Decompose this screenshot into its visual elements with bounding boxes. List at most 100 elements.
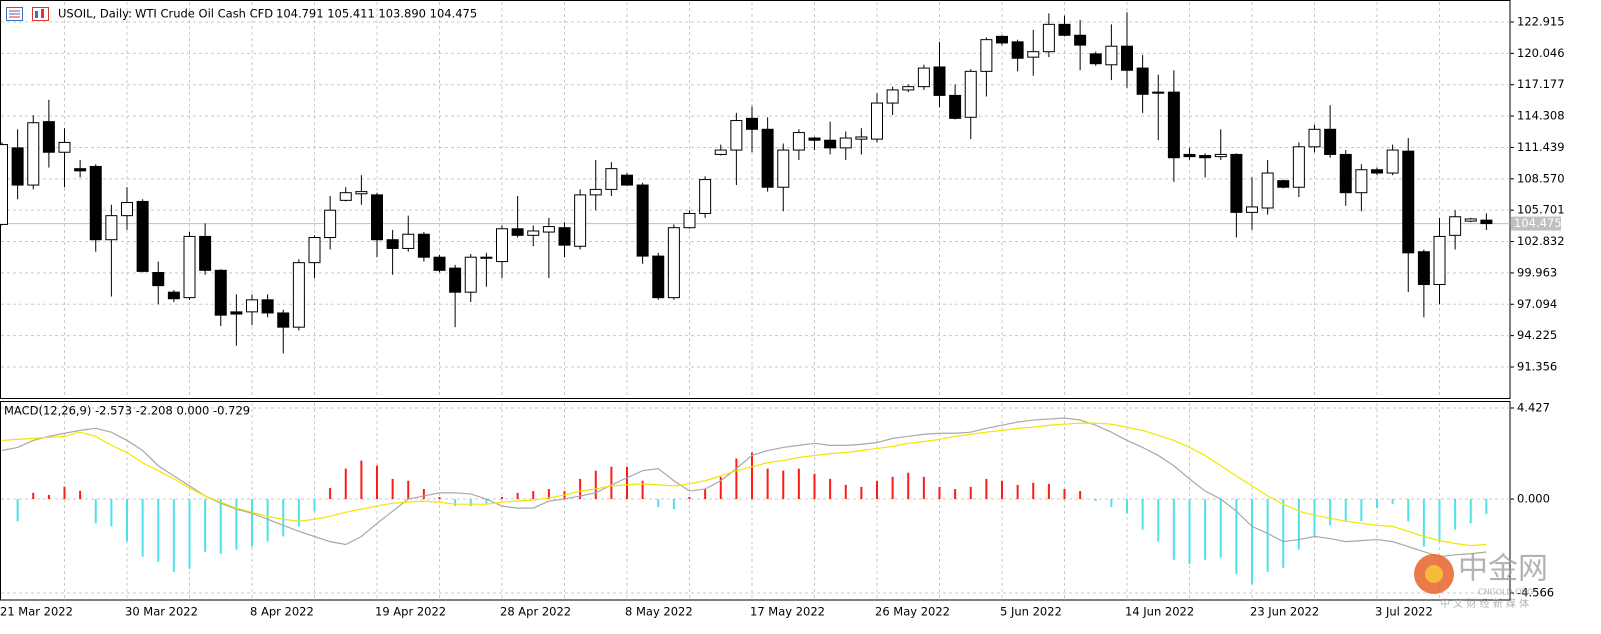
candle-body bbox=[917, 67, 930, 88]
candle-body bbox=[27, 122, 40, 186]
candle-body bbox=[621, 174, 633, 186]
histogram-bar bbox=[469, 499, 472, 507]
x-tick-label: 17 May 2022 bbox=[750, 605, 825, 619]
candle-body bbox=[1121, 45, 1133, 71]
histogram-bar bbox=[813, 473, 816, 500]
candle-body bbox=[1371, 169, 1383, 174]
candle-body bbox=[605, 168, 618, 190]
icon-bar bbox=[35, 11, 38, 18]
candle-body bbox=[1464, 218, 1477, 222]
ohlc-quote: 104.791 105.411 103.890 104.475 bbox=[276, 7, 477, 21]
candle-body bbox=[1167, 91, 1180, 159]
histogram-bar bbox=[1219, 499, 1222, 558]
y-tick-label: 117.177 bbox=[1517, 77, 1565, 91]
y-tick-label: 108.570 bbox=[1517, 171, 1565, 185]
histogram-bar bbox=[1266, 499, 1269, 572]
candle-body bbox=[277, 312, 290, 328]
histogram-bar bbox=[1485, 499, 1488, 515]
histogram-bar bbox=[485, 499, 488, 505]
candle-body bbox=[136, 200, 149, 272]
histogram-bar bbox=[594, 470, 597, 500]
histogram-bar bbox=[94, 499, 97, 524]
histogram-bar bbox=[1094, 499, 1097, 502]
histogram-bar bbox=[1079, 491, 1082, 500]
histogram-bar bbox=[344, 468, 347, 500]
histogram-bar bbox=[1454, 499, 1457, 530]
histogram-bar bbox=[844, 484, 847, 500]
x-tick-label: 14 Jun 2022 bbox=[1125, 605, 1194, 619]
candle-body bbox=[246, 299, 258, 313]
histogram-bar bbox=[360, 460, 363, 500]
histogram-bar bbox=[954, 488, 957, 500]
candle-body bbox=[1261, 172, 1274, 209]
histogram-bar bbox=[266, 499, 269, 542]
histogram-bar bbox=[313, 499, 316, 512]
histogram-bar bbox=[32, 492, 35, 500]
histogram-bar bbox=[1172, 499, 1175, 560]
candle-body bbox=[1152, 91, 1165, 94]
candle-body bbox=[667, 227, 680, 299]
candle-body bbox=[167, 291, 180, 300]
candle-body bbox=[1433, 235, 1446, 286]
x-tick-label: 19 Apr 2022 bbox=[375, 605, 446, 619]
histogram-bar bbox=[907, 472, 910, 500]
candle-body bbox=[652, 255, 665, 299]
histogram-bar bbox=[501, 497, 503, 500]
histogram-bar bbox=[1141, 499, 1144, 530]
x-tick-label: 26 May 2022 bbox=[875, 605, 950, 619]
x-tick-label: 23 Jun 2022 bbox=[1250, 605, 1319, 619]
candle-body bbox=[871, 102, 883, 140]
candle-body bbox=[230, 311, 243, 315]
histogram-bar bbox=[641, 480, 644, 500]
histogram-bar bbox=[1438, 499, 1441, 542]
candle-body bbox=[1480, 219, 1493, 225]
histogram-bar bbox=[251, 499, 253, 547]
candle-body bbox=[699, 179, 712, 214]
candle-body bbox=[105, 215, 118, 241]
x-tick-label: 21 Mar 2022 bbox=[0, 605, 73, 619]
histogram-bar bbox=[422, 488, 425, 500]
candle-body bbox=[902, 86, 915, 91]
histogram-bar bbox=[1063, 488, 1066, 500]
candle-body bbox=[1417, 251, 1430, 286]
candle-body bbox=[511, 228, 524, 236]
histogram-bar bbox=[735, 458, 738, 500]
histogram-bar bbox=[797, 468, 800, 500]
histogram-bar bbox=[782, 470, 785, 500]
candle-body bbox=[589, 188, 602, 196]
y-tick-label: 122.915 bbox=[1517, 14, 1565, 28]
histogram-bar bbox=[219, 499, 222, 554]
histogram-bar bbox=[16, 499, 19, 522]
candle-body bbox=[1402, 150, 1415, 254]
histogram-bar bbox=[688, 497, 691, 500]
watermark-site: CNGOLD.ORG bbox=[1478, 588, 1533, 597]
y-tick-label: 94.225 bbox=[1517, 328, 1557, 342]
candle-body bbox=[42, 121, 55, 153]
candle-body bbox=[152, 272, 165, 287]
watermark: 中金网 CNGOLD.ORG 中 文 财 经 新 媒 体 bbox=[1414, 552, 1548, 610]
candle-body bbox=[496, 228, 508, 263]
histogram-bar bbox=[454, 499, 457, 507]
histogram-bar bbox=[1047, 483, 1050, 500]
y-tick-label: 0.000 bbox=[1517, 492, 1550, 506]
y-tick-label: 102.832 bbox=[1517, 234, 1565, 248]
candle-body bbox=[1089, 53, 1102, 65]
candle-body bbox=[183, 235, 196, 299]
candle-body bbox=[1339, 153, 1352, 194]
candle-body bbox=[1011, 41, 1024, 59]
symbol-title: USOIL, Daily: bbox=[58, 7, 132, 21]
candle-body bbox=[996, 35, 1008, 44]
y-tick-label: 114.308 bbox=[1517, 109, 1565, 123]
candle-body bbox=[949, 94, 962, 119]
y-tick-label: -4.566 bbox=[1517, 585, 1554, 599]
y-tick-label: 111.439 bbox=[1517, 140, 1565, 154]
histogram-bar bbox=[1016, 484, 1019, 500]
candle-body bbox=[1292, 146, 1305, 188]
histogram-bar bbox=[1391, 499, 1394, 505]
candle-body bbox=[199, 235, 212, 271]
histogram-bar bbox=[1157, 499, 1160, 542]
histogram-bar bbox=[47, 494, 50, 500]
histogram-bar bbox=[1297, 499, 1300, 550]
candle-body bbox=[683, 212, 696, 229]
candle-body bbox=[1027, 51, 1040, 58]
